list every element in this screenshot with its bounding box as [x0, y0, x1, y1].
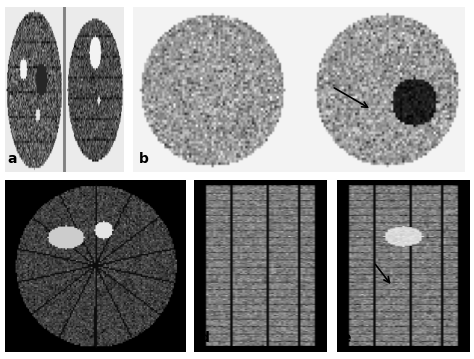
- Text: d: d: [200, 331, 210, 345]
- Text: a: a: [7, 152, 17, 166]
- Text: b: b: [139, 152, 149, 166]
- Text: c: c: [9, 331, 17, 345]
- Text: e: e: [342, 331, 351, 345]
